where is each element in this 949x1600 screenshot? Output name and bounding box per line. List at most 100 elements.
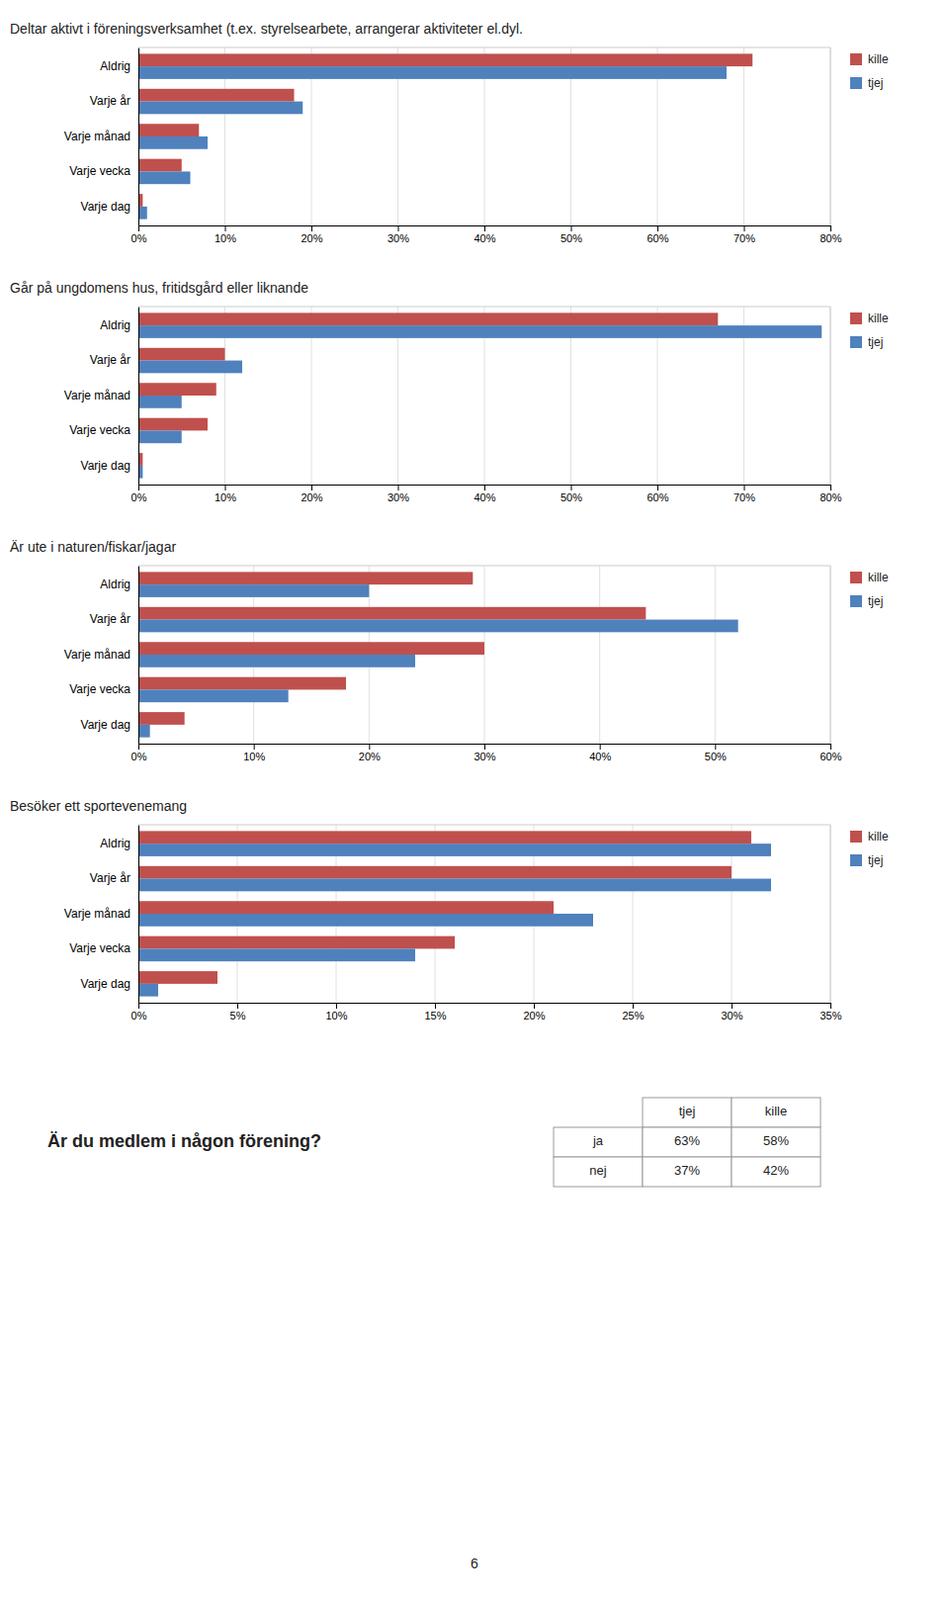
- legend-swatch: [850, 830, 863, 843]
- legend: killetjej: [850, 311, 889, 349]
- bar: [138, 382, 217, 396]
- grid-line: [830, 47, 832, 226]
- table-question: Är du medlem i någon förening?: [47, 1130, 322, 1151]
- legend-item: kille: [850, 311, 889, 326]
- table-text: ja: [592, 1132, 604, 1148]
- tick: Varje år: [89, 352, 139, 367]
- tick: Varje vecka: [69, 682, 139, 696]
- tick-label: Aldrig: [99, 59, 131, 74]
- table-text: kille: [765, 1103, 787, 1119]
- tick: 30%: [720, 1002, 743, 1022]
- table-header-cell: [731, 1097, 821, 1127]
- tick-mark: [657, 484, 659, 491]
- tick-label: Varje år: [89, 870, 131, 885]
- axis-line: [139, 226, 832, 233]
- bar-series: [138, 66, 727, 219]
- bar: [138, 159, 182, 173]
- x-axis: 0%10%20%30%40%50%60%70%80%: [131, 484, 843, 504]
- bar: [138, 970, 218, 984]
- tick-label: 0%: [131, 491, 148, 504]
- plot-frame: [138, 824, 831, 826]
- bar: [138, 347, 226, 361]
- table-cell: [731, 1156, 821, 1187]
- tick-mark: [731, 1002, 733, 1009]
- grid: [138, 306, 831, 485]
- bar: [138, 584, 369, 598]
- tick-label: Varje dag: [81, 458, 131, 473]
- x-axis: 0%10%20%30%40%50%60%: [131, 743, 843, 763]
- tick: 60%: [819, 743, 842, 763]
- bar: [138, 312, 718, 326]
- tick: 80%: [819, 484, 842, 504]
- bar-series: [138, 843, 772, 996]
- legend-swatch: [850, 595, 863, 607]
- tick: 30%: [387, 484, 410, 504]
- tick-label: 10%: [325, 1009, 347, 1022]
- y-axis: AldrigVarje årVarje månadVarje veckaVarj…: [64, 307, 140, 486]
- tick-label: Varje månad: [64, 388, 131, 403]
- bar: [138, 395, 182, 409]
- tick: 50%: [560, 484, 583, 504]
- grid: [138, 565, 831, 744]
- tick-label: 80%: [819, 491, 842, 504]
- chart: Går på ungdomens hus, fritidsgård eller …: [9, 279, 889, 504]
- tick-mark: [484, 225, 486, 232]
- tick-label: Varje vecka: [69, 941, 131, 955]
- tick: Varje år: [89, 870, 139, 885]
- tick: 10%: [325, 1002, 347, 1022]
- tick: 35%: [819, 1002, 842, 1022]
- tick-label: Aldrig: [99, 577, 131, 592]
- tick-label: Varje månad: [64, 906, 131, 921]
- tick: 30%: [473, 743, 496, 763]
- tick-label: Varje månad: [64, 647, 131, 662]
- tick-label: 20%: [358, 750, 381, 763]
- tick: 70%: [733, 225, 756, 245]
- plot-frame: [830, 306, 832, 485]
- legend-label: tjej: [867, 76, 883, 90]
- chart: Besöker ett sportevenemang0%5%10%15%20%2…: [9, 797, 889, 1022]
- legend-swatch: [850, 571, 863, 584]
- tick-label: 15%: [424, 1009, 446, 1022]
- bar-series: [138, 584, 739, 737]
- plot-area: 0%10%20%30%40%50%60%AldrigVarje årVarje …: [64, 565, 843, 763]
- tick-label: 30%: [387, 232, 410, 245]
- tick: 30%: [387, 225, 410, 245]
- tick-mark: [225, 225, 227, 232]
- bar: [138, 724, 151, 738]
- bar: [138, 430, 182, 443]
- tick-label: 25%: [621, 1009, 644, 1022]
- legend-swatch: [850, 77, 863, 89]
- grid: [138, 824, 831, 1003]
- bar: [138, 606, 646, 620]
- tick: 60%: [646, 225, 669, 245]
- legend: killetjej: [850, 829, 889, 867]
- bars: [138, 830, 772, 996]
- axis-line: [138, 566, 140, 745]
- bar: [138, 865, 732, 879]
- tick-label: Varje vecka: [69, 164, 131, 178]
- tick-mark: [311, 484, 313, 491]
- bar: [138, 878, 772, 892]
- bar: [138, 136, 208, 150]
- tick: Varje dag: [81, 717, 139, 732]
- plot-frame: [138, 306, 831, 308]
- legend-label: kille: [867, 570, 889, 585]
- tick: Aldrig: [99, 59, 139, 74]
- tick-label: 40%: [473, 232, 496, 245]
- tick: 0%: [131, 484, 148, 504]
- grid-line: [714, 565, 716, 744]
- tick: 20%: [300, 225, 323, 245]
- tick-mark: [254, 743, 256, 750]
- tick-mark: [138, 484, 140, 491]
- bar-series: [138, 53, 753, 206]
- tick-mark: [138, 225, 140, 232]
- bar: [138, 843, 772, 857]
- tick-mark: [571, 484, 573, 491]
- table-cell: [642, 1126, 732, 1157]
- tick-label: 60%: [819, 750, 842, 763]
- grid-line: [599, 565, 601, 744]
- bar: [138, 677, 346, 691]
- legend-label: tjej: [867, 594, 883, 608]
- legend-item: tjej: [850, 594, 883, 608]
- tick-mark: [830, 743, 832, 750]
